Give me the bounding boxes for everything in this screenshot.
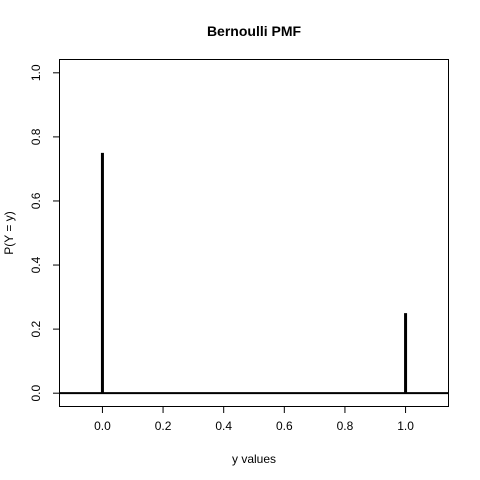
y-tick-label: 0.6 <box>29 192 43 209</box>
x-axis-label: y values <box>232 452 276 466</box>
x-tick-label: 0.2 <box>155 419 172 433</box>
y-tick-label: 0.2 <box>29 320 43 337</box>
x-tick-label: 0.0 <box>94 419 111 433</box>
chart-title: Bernoulli PMF <box>207 23 302 39</box>
plot-frame <box>59 59 449 407</box>
y-axis: 0.0 0.2 0.4 0.6 0.8 1.0 <box>29 64 60 402</box>
x-axis: 0.0 0.2 0.4 0.6 0.8 1.0 <box>94 406 414 433</box>
y-tick-label: 0.4 <box>29 256 43 273</box>
y-tick-label: 0.0 <box>29 385 43 402</box>
x-tick-label: 0.6 <box>276 419 293 433</box>
y-tick-label: 0.8 <box>29 128 43 145</box>
y-axis-label: P(Y = y) <box>2 211 16 254</box>
y-tick-label: 1.0 <box>29 64 43 81</box>
x-tick-label: 0.4 <box>215 419 232 433</box>
x-tick-label: 1.0 <box>397 419 414 433</box>
pmf-marks <box>60 152 448 395</box>
x-tick-label: 0.8 <box>337 419 354 433</box>
